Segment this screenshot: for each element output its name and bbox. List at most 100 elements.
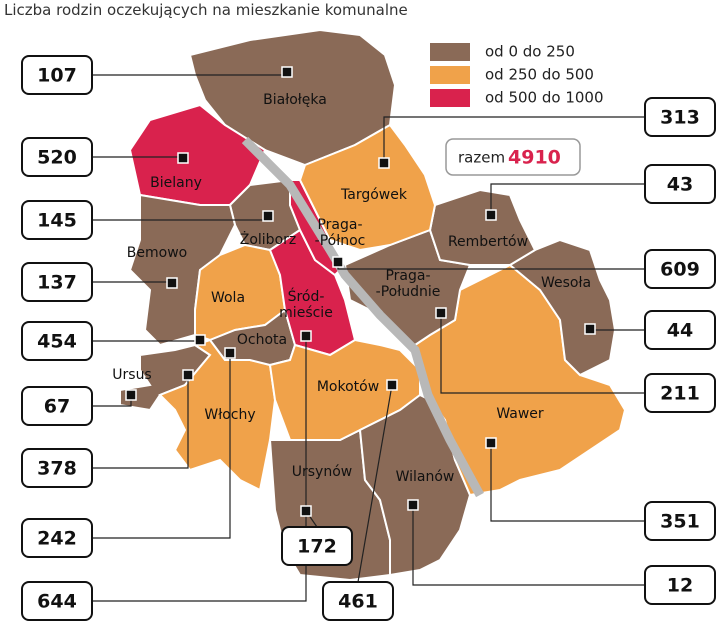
marker — [177, 152, 189, 164]
marker — [300, 330, 312, 342]
marker — [194, 334, 206, 346]
district-value: 378 — [37, 458, 77, 480]
district-name: Bielany — [150, 175, 202, 191]
district-name: Wesoła — [541, 275, 591, 291]
district-value: 211 — [660, 383, 700, 405]
district-value: 242 — [37, 528, 77, 550]
value-box — [21, 55, 93, 95]
leader-line — [92, 375, 189, 469]
district-name: -Południe — [376, 284, 441, 300]
value-box — [21, 262, 93, 302]
leader-line — [357, 384, 393, 583]
value-box — [644, 373, 716, 413]
district-name: Bemowo — [127, 245, 187, 261]
district-value: 454 — [37, 331, 77, 353]
value-box — [644, 501, 716, 541]
value-box — [21, 448, 93, 488]
district — [358, 393, 472, 577]
district-name: Wola — [211, 290, 245, 306]
district-value: 137 — [37, 272, 77, 294]
legend-label: od 500 do 1000 — [485, 89, 604, 107]
legend-label: od 250 do 500 — [485, 66, 594, 84]
district-value: 12 — [667, 575, 693, 597]
value-box — [644, 310, 716, 350]
marker — [224, 347, 236, 359]
district-name: Ursynów — [292, 464, 352, 480]
district-value: 520 — [37, 147, 77, 169]
leader-line — [92, 336, 307, 602]
legend-swatch — [430, 66, 470, 84]
district-name: Śród- — [288, 287, 325, 305]
district-value: 145 — [37, 210, 77, 232]
leader-line — [440, 313, 645, 394]
district-name: Targówek — [340, 187, 408, 203]
marker — [435, 307, 447, 319]
value-box — [644, 97, 716, 137]
district-name: Rembertów — [448, 234, 528, 250]
marker — [300, 505, 312, 517]
value-box — [21, 518, 93, 558]
leader-line — [490, 183, 645, 215]
district-name: mieście — [279, 305, 333, 321]
legend-label: od 0 do 250 — [485, 43, 575, 61]
district-name: Ursus — [112, 367, 151, 383]
legend-swatch — [430, 89, 470, 107]
total-label: razem — [458, 149, 505, 167]
marker — [584, 323, 596, 335]
district — [508, 238, 617, 377]
district — [298, 123, 437, 252]
district-value: 644 — [37, 591, 77, 613]
marker — [485, 209, 497, 221]
leader-line — [412, 505, 645, 586]
value-box — [644, 565, 716, 605]
value-box — [21, 321, 93, 361]
district-value: 107 — [37, 65, 77, 87]
marker — [166, 277, 178, 289]
marker — [332, 256, 344, 268]
leader-line — [490, 443, 645, 522]
leader-line — [92, 340, 201, 342]
district-value: 43 — [667, 174, 693, 196]
district-value: 609 — [660, 259, 700, 281]
leader-line — [92, 353, 231, 539]
value-box — [21, 200, 93, 240]
value-box — [21, 581, 93, 621]
marker — [281, 66, 293, 78]
district-value: 351 — [660, 511, 700, 533]
legend-swatch — [430, 43, 470, 61]
district-name: -Północ — [315, 233, 366, 249]
district — [119, 343, 212, 412]
value-box — [644, 164, 716, 204]
marker — [386, 379, 398, 391]
marker — [407, 499, 419, 511]
district-value: 172 — [297, 536, 337, 558]
value-box — [644, 249, 716, 289]
district-name: Mokotów — [317, 379, 379, 395]
marker — [378, 157, 390, 169]
district — [428, 188, 537, 266]
value-box — [21, 137, 93, 177]
district-name: Praga- — [385, 268, 430, 284]
marker — [182, 369, 194, 381]
value-box — [322, 581, 394, 621]
river — [241, 136, 484, 498]
marker — [125, 389, 137, 401]
map-title: Liczba rodzin oczekujących na mieszkanie… — [4, 1, 408, 19]
district-value: 313 — [660, 107, 700, 129]
marker — [485, 437, 497, 449]
total-value: 4910 — [508, 147, 561, 169]
district-name: Białołęka — [263, 92, 327, 108]
value-box — [281, 526, 353, 566]
district-name: Ochota — [237, 332, 287, 348]
district-name: Praga- — [317, 217, 362, 233]
district-name: Wawer — [496, 406, 544, 422]
marker — [262, 210, 274, 222]
district-name: Wilanów — [396, 469, 455, 485]
leader-line — [383, 116, 645, 163]
district-name: Żoliborz — [240, 230, 297, 248]
district-value: 44 — [667, 320, 693, 342]
district-value: 67 — [44, 396, 70, 418]
value-box — [21, 386, 93, 426]
total-box — [445, 138, 581, 176]
